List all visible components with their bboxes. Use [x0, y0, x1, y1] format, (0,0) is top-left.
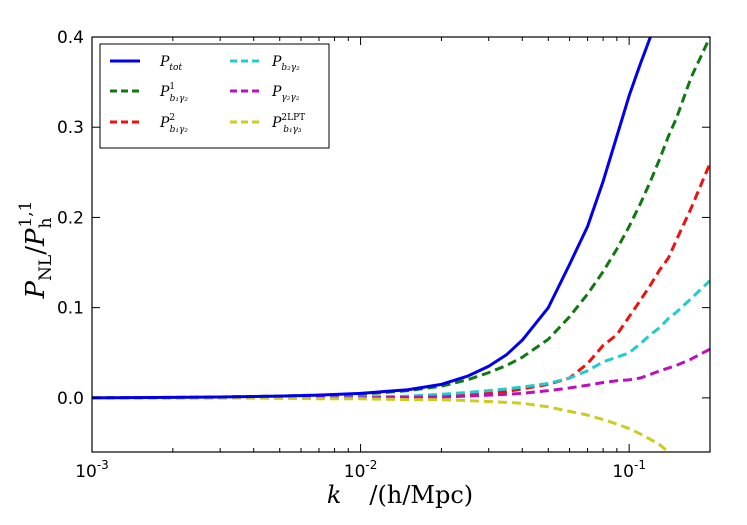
x-tick-label-1: 10-2	[344, 458, 378, 482]
ticks-layer	[91, 36, 711, 452]
series-line-5	[92, 396, 670, 452]
x-tick-label-0: 10-3	[75, 458, 109, 482]
legend-label-1: P1 b₁γ₂	[159, 82, 188, 104]
y-tick-label-3: 0.3	[57, 118, 84, 138]
y-tick-label-2: 0.2	[57, 208, 84, 228]
x-axis-label: k/(h/Mpc)	[327, 481, 473, 509]
legend: Ptot P1 b₁γ₂ P2 b₁γ₂ Pb₂γ₂ Pγ₂γ₂ P2LPT b₁γ₃	[99, 43, 330, 149]
legend-label-4: Pγ₂γ₂	[271, 84, 300, 103]
legend-label-0: Ptot	[159, 54, 182, 73]
y-tick-label-4: 0.4	[57, 28, 84, 48]
y-tick-label-0: 0.0	[57, 389, 84, 409]
labels-layer: 0.0 0.1 0.2 0.3 0.4 10-3 10-2 10-1 k/(h/Mpc) PNL/…	[16, 28, 646, 509]
series-line-0	[92, 37, 652, 400]
legend-label-5: P2LPT b₁γ₃	[271, 113, 305, 135]
x-tick-label-2: 10-1	[612, 458, 646, 482]
y-tick-label-1: 0.1	[57, 299, 84, 319]
legend-label-3: Pb₂γ₂	[271, 54, 300, 73]
series-layer	[92, 37, 710, 452]
legend-label-2: P2 b₁γ₂	[159, 113, 188, 135]
y-axis-label: PNL/Ph1,1	[16, 201, 56, 300]
plot-frame	[91, 36, 711, 453]
